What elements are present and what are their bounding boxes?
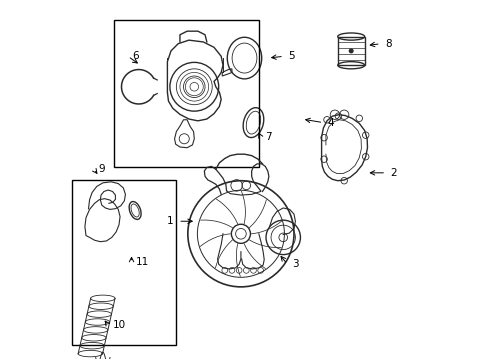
Bar	[72, 180, 176, 345]
Text: 7: 7	[264, 132, 271, 142]
Text: 1: 1	[167, 216, 174, 226]
Text: 8: 8	[384, 39, 391, 49]
Text: 10: 10	[112, 320, 125, 330]
Text: 4: 4	[327, 118, 334, 128]
Bar	[113, 21, 258, 167]
Text: 5: 5	[287, 51, 294, 61]
Text: 3: 3	[291, 259, 298, 269]
Circle shape	[349, 49, 352, 53]
Text: 9: 9	[98, 164, 104, 174]
Text: 2: 2	[389, 168, 396, 178]
Text: 11: 11	[136, 257, 149, 267]
Bar	[337, 37, 364, 65]
Text: 6: 6	[132, 51, 139, 61]
